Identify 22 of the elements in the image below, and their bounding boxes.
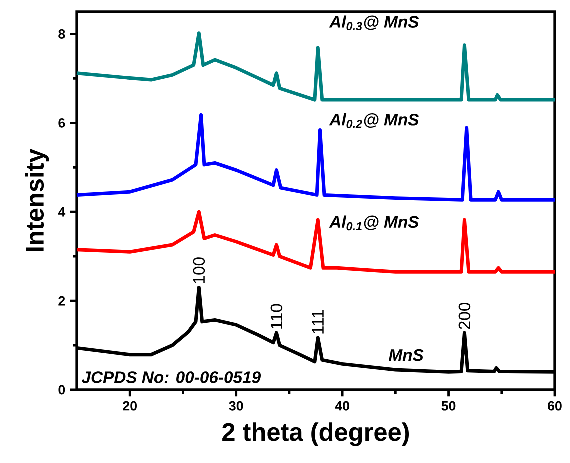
x-tick-label: 40	[335, 401, 350, 411]
y-tick-label: 4	[58, 208, 66, 217]
x-tick-label: 20	[123, 401, 137, 411]
annotation: 110	[270, 304, 283, 329]
x-tick-label: 60	[548, 401, 562, 411]
series-label: Al$_{0.2}$@ MnS	[329, 114, 420, 128]
line-series	[75, 113, 557, 202]
y-tick-label: 6	[58, 118, 66, 128]
series-label: MnS	[388, 349, 424, 362]
annotation: JCPDS No: 00-06-0519	[82, 372, 262, 384]
x-tick-label: 50	[442, 401, 456, 411]
annotation: 200	[458, 302, 471, 330]
y-tick-label: 2	[58, 296, 66, 306]
x-tick-label: 30	[229, 401, 244, 411]
annotation: 111	[312, 310, 324, 334]
series-label: Al$_{0.1}$@ MnS	[329, 216, 420, 231]
y-tick-label: 0	[58, 385, 66, 395]
series-label: Al$_{0.3}$@ MnS	[329, 16, 420, 31]
annotation: 100	[193, 258, 206, 284]
x-axis-title: 2 theta (degree)	[222, 422, 410, 446]
y-tick-label: 8	[58, 30, 66, 39]
y-axis-title: Intensity	[25, 149, 50, 252]
